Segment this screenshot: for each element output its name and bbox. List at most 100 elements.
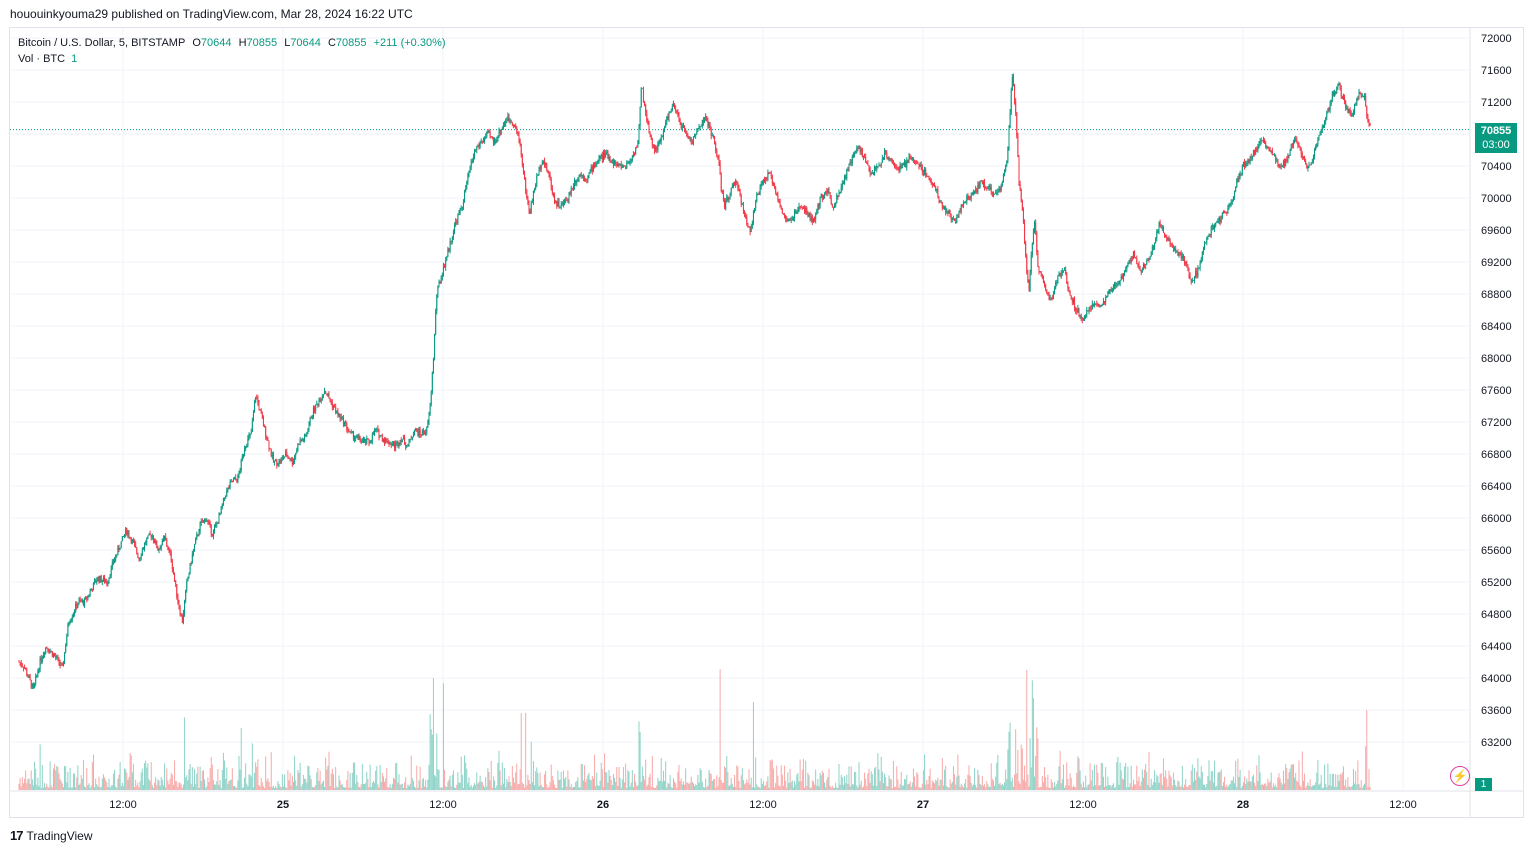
volume-bar	[560, 771, 562, 790]
lightning-icon[interactable]: ⚡	[1450, 766, 1470, 786]
volume-bar	[1102, 776, 1104, 790]
volume-bar	[1149, 787, 1151, 790]
candle-body	[1322, 126, 1324, 127]
candle-body	[445, 260, 447, 268]
volume-bar	[739, 787, 741, 790]
candle-body	[678, 115, 680, 120]
candle-body	[549, 174, 551, 180]
candle-body	[659, 141, 661, 143]
candle-body	[815, 213, 817, 220]
volume-bar	[1296, 780, 1298, 790]
volume-bar	[992, 780, 994, 790]
candle-body	[120, 541, 122, 549]
candle-body	[1150, 251, 1152, 257]
volume-bar	[1089, 763, 1091, 790]
volume-bar	[1261, 783, 1263, 790]
candle-body	[421, 430, 423, 436]
volume-bar	[881, 771, 883, 790]
candle-body	[106, 581, 108, 584]
volume-bar	[24, 778, 26, 790]
volume-bar	[525, 712, 527, 790]
candle-body	[581, 175, 583, 176]
volume-bar	[1336, 786, 1338, 790]
volume-bar	[762, 781, 764, 790]
volume-bar	[260, 777, 262, 790]
tradingview-brand[interactable]: 17 TradingView	[10, 828, 93, 843]
candle-body	[476, 147, 478, 150]
volume-bar	[1322, 787, 1324, 790]
candle-body	[694, 136, 696, 137]
candle-body	[912, 157, 914, 160]
volume-bar	[941, 758, 943, 790]
candle-body	[1080, 315, 1082, 320]
candle-body	[858, 146, 860, 149]
volume-bar	[1252, 774, 1254, 790]
candle-body	[992, 194, 994, 196]
volume-bar	[197, 766, 199, 790]
candle-body	[921, 166, 923, 172]
candle-body	[1360, 93, 1362, 97]
candle-body	[607, 151, 609, 160]
candle-body	[1096, 303, 1098, 305]
volume-bar	[926, 779, 928, 790]
candle-body	[435, 310, 437, 335]
volume-legend[interactable]: Vol · BTC 1	[18, 51, 77, 67]
volume-bar	[625, 763, 627, 790]
candle-body	[989, 186, 991, 188]
volume-bar	[126, 772, 128, 790]
candle-body	[47, 647, 49, 651]
volume-bar	[1106, 785, 1108, 790]
volume-bar	[979, 783, 981, 790]
ohlc-legend[interactable]: Bitcoin / U.S. Dollar, 5, BITSTAMP O7064…	[18, 35, 450, 51]
volume-bar	[46, 783, 48, 790]
volume-bar	[945, 765, 947, 790]
volume-bar	[28, 778, 30, 790]
candle-body	[1122, 273, 1124, 279]
candle-body	[610, 162, 612, 164]
candle-body	[1142, 263, 1144, 269]
candle-body	[556, 201, 558, 207]
volume-bar	[149, 781, 151, 790]
candle-body	[1204, 243, 1206, 249]
volume-bar	[215, 784, 217, 790]
volume-bar	[512, 777, 514, 790]
chart-frame[interactable]	[9, 27, 1524, 818]
candle-body	[210, 524, 212, 534]
candle-body	[395, 443, 397, 449]
volume-bar	[976, 787, 978, 790]
candle-body	[650, 134, 652, 140]
candle-body	[526, 191, 528, 198]
volume-bar	[1004, 782, 1006, 790]
candle-body	[62, 662, 64, 666]
volume-bar	[1257, 781, 1259, 790]
volume-bar	[590, 780, 592, 790]
volume-bar	[304, 778, 306, 790]
candle-body	[318, 400, 320, 406]
y-tick-label: 64400	[1481, 641, 1512, 653]
volume-bar	[1260, 785, 1262, 790]
volume-bar	[1047, 774, 1049, 790]
volume-bar	[1222, 782, 1224, 790]
volume-bar	[129, 752, 131, 790]
candle-body	[315, 404, 317, 412]
volume-bar	[1247, 781, 1249, 790]
volume-bar	[68, 787, 70, 790]
candle-body	[88, 595, 90, 596]
volume-bar	[519, 769, 521, 790]
candle-body	[475, 149, 477, 151]
candle-body	[509, 120, 511, 122]
volume-bar	[1328, 785, 1330, 790]
candle-body	[194, 544, 196, 550]
volume-bar	[667, 782, 669, 790]
volume-bar	[689, 782, 691, 790]
candle-body	[54, 654, 56, 657]
volume-bar	[810, 787, 812, 790]
candle-body	[859, 146, 861, 152]
candle-body	[775, 188, 777, 193]
candle-body	[892, 162, 894, 164]
volume-bar	[542, 787, 544, 790]
candle-body	[1007, 147, 1009, 161]
volume-bar	[162, 785, 164, 790]
published-header: hououinkyouma29 published on TradingView…	[10, 7, 413, 21]
